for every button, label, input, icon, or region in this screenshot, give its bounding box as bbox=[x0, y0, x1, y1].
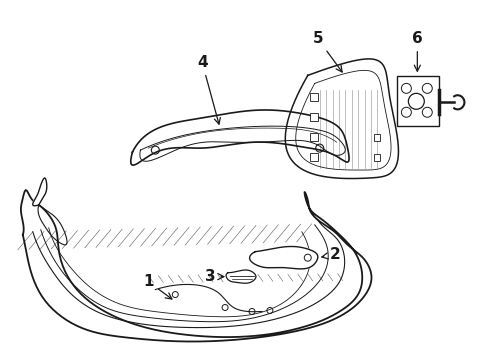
Bar bbox=[309, 113, 317, 121]
Bar bbox=[309, 93, 317, 101]
Polygon shape bbox=[21, 190, 371, 342]
Bar bbox=[309, 153, 317, 161]
Bar bbox=[373, 134, 380, 141]
Text: 3: 3 bbox=[204, 269, 224, 284]
Text: 6: 6 bbox=[411, 31, 422, 71]
Polygon shape bbox=[225, 270, 255, 283]
Polygon shape bbox=[130, 110, 348, 165]
Text: 5: 5 bbox=[312, 31, 342, 72]
Polygon shape bbox=[249, 247, 317, 269]
Polygon shape bbox=[33, 178, 47, 206]
Text: 2: 2 bbox=[321, 247, 339, 262]
Text: 4: 4 bbox=[197, 55, 220, 124]
Bar bbox=[397, 76, 438, 126]
Polygon shape bbox=[285, 59, 398, 179]
Bar bbox=[373, 154, 380, 161]
Text: 1: 1 bbox=[143, 274, 172, 299]
Bar bbox=[309, 133, 317, 141]
